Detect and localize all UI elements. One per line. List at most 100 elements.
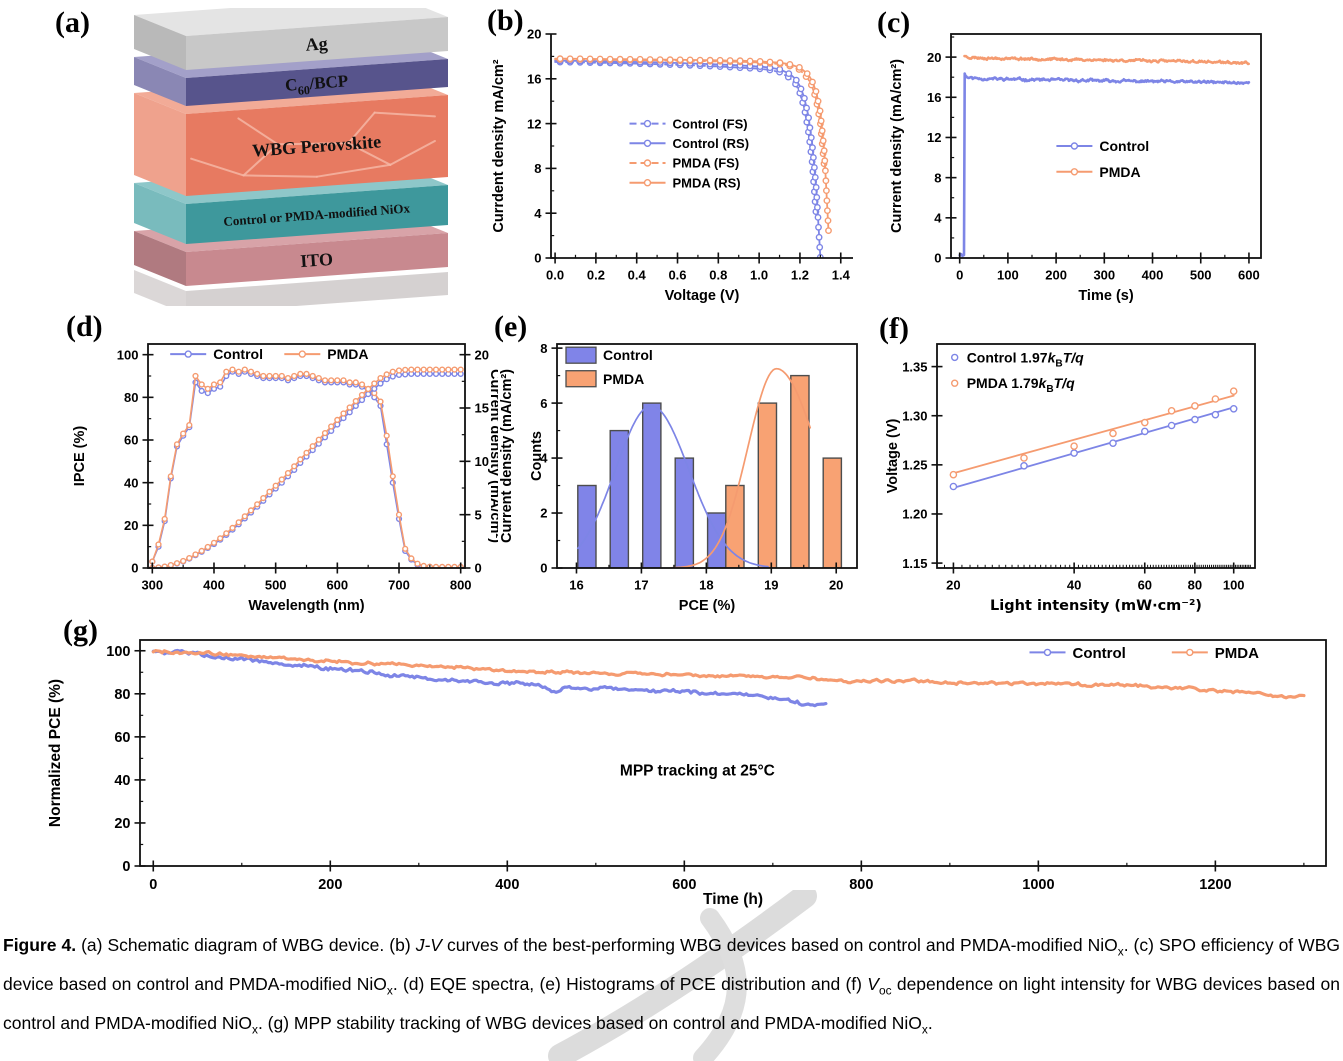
svg-text:16: 16 [527, 72, 541, 87]
svg-text:17: 17 [634, 578, 648, 593]
svg-text:1.30: 1.30 [902, 408, 927, 423]
svg-text:700: 700 [388, 578, 410, 593]
svg-text:100: 100 [106, 644, 130, 660]
svg-text:800: 800 [849, 877, 873, 893]
svg-text:15: 15 [475, 401, 489, 416]
svg-text:60: 60 [1138, 578, 1152, 593]
svg-text:Current density (mA/cm²): Current density (mA/cm²) [889, 59, 905, 233]
svg-text:0: 0 [122, 859, 130, 875]
svg-text:400: 400 [1142, 268, 1164, 283]
caption-segment: dependence on light intensity for WBG de… [3, 973, 1340, 1034]
caption-segment: . [927, 1013, 933, 1034]
caption-segment: (a) Schematic diagram of WBG device. (b) [76, 934, 416, 955]
svg-text:1.20: 1.20 [902, 507, 927, 522]
caption-segment: . (c) SPO efficiency of WBG device based… [3, 934, 1340, 994]
svg-text:18: 18 [699, 578, 713, 593]
hist-svg: 16 17 18 19 20 0 2 4 6 8 PCE (%) Current density (m… [499, 341, 858, 614]
svg-text:0: 0 [956, 268, 963, 283]
svg-text:60: 60 [114, 730, 130, 746]
svg-text:PMDA 1.79kBT/q: PMDA 1.79kBT/q [967, 375, 1075, 395]
svg-text:PMDA: PMDA [327, 346, 368, 362]
svg-text:40: 40 [124, 475, 138, 490]
caption-segment: . (g) MPP stability tracking of WBG devi… [257, 1013, 922, 1034]
svg-text:Time (h): Time (h) [703, 891, 763, 908]
svg-text:4: 4 [540, 451, 548, 466]
svg-text:PMDA: PMDA [1215, 645, 1259, 662]
svg-text:0.6: 0.6 [668, 268, 686, 283]
svg-text:0: 0 [540, 561, 547, 576]
svg-text:1.0: 1.0 [750, 268, 768, 283]
svg-text:IPCE (%): IPCE (%) [72, 426, 88, 487]
svg-text:4: 4 [534, 206, 542, 221]
eqe-chart: 300 400 500 600 700 800 0 20 40 60 80 100 0 5 10 15 20 Wa… [68, 322, 503, 618]
svg-text:40: 40 [1067, 578, 1081, 593]
svg-text:1.2: 1.2 [791, 268, 809, 283]
svg-text:Counts: Counts [529, 431, 545, 481]
svg-text:100: 100 [1223, 578, 1245, 593]
voc-light-intensity-chart: 20 40 60 80 100 1.15 1.20 1.25 1.30 1.35 Light int… [880, 322, 1342, 618]
panel-label-a: (a) [55, 6, 90, 39]
svg-text:1.25: 1.25 [902, 458, 927, 473]
svg-text:Control: Control [603, 347, 653, 363]
svg-text:20: 20 [114, 816, 130, 832]
svg-text:6: 6 [540, 396, 547, 411]
voc-svg: 20 40 60 80 100 1.15 1.20 1.25 1.30 1.35 Light int… [885, 343, 1256, 614]
svg-text:1.15: 1.15 [902, 556, 927, 571]
svg-text:16: 16 [569, 578, 583, 593]
panel-label-e: (e) [494, 310, 528, 343]
svg-text:PMDA (FS): PMDA (FS) [673, 156, 740, 171]
svg-text:C60/BCP: C60/BCP [284, 71, 349, 98]
svg-text:Normalized PCE (%): Normalized PCE (%) [47, 679, 64, 827]
svg-text:0: 0 [475, 561, 482, 576]
svg-text:Voltage (V): Voltage (V) [885, 419, 901, 494]
svg-text:20: 20 [475, 347, 489, 362]
svg-text:1200: 1200 [1199, 877, 1231, 893]
svg-text:Light intensity (mW·cm⁻²): Light intensity (mW·cm⁻²) [990, 598, 1202, 614]
svg-text:Control: Control [213, 346, 263, 362]
svg-text:10: 10 [475, 454, 489, 469]
svg-text:Wavelength (nm): Wavelength (nm) [248, 598, 364, 614]
svg-text:60: 60 [124, 433, 138, 448]
svg-text:2: 2 [540, 506, 547, 521]
svg-text:0: 0 [534, 251, 541, 266]
svg-text:PMDA: PMDA [1099, 164, 1140, 180]
svg-text:0: 0 [934, 251, 941, 266]
caption-segment: curves of the best-performing WBG device… [441, 934, 1118, 955]
svg-text:500: 500 [1190, 268, 1212, 283]
svg-text:80: 80 [124, 390, 138, 405]
eqe-svg: 300 400 500 600 700 80002040608010005101520Wa… [72, 343, 503, 614]
caption-segment: . (d) EQE spectra, (e) Histograms of PCE… [392, 973, 868, 994]
svg-text:800: 800 [450, 578, 472, 593]
svg-text:20: 20 [946, 578, 960, 593]
caption-segment: oc [878, 983, 892, 998]
svg-text:Control (RS): Control (RS) [673, 136, 750, 151]
jv-curves-chart: 0.0 0.2 0.4 0.6 0.8 1.0 1.2 1.4 0 4 8 12 16 20 Voltage… [487, 12, 867, 308]
svg-text:8: 8 [534, 161, 541, 176]
svg-text:400: 400 [495, 877, 519, 893]
watermark-glyph [548, 884, 817, 1061]
svg-text:80: 80 [1188, 578, 1202, 593]
spo-chart: 0 100 200 300 400 500 600 0 4 8 12 16 20 Time (s) Curr… [885, 12, 1341, 308]
svg-text:Control (FS): Control (FS) [673, 116, 748, 131]
svg-text:20: 20 [124, 518, 138, 533]
svg-text:600: 600 [1238, 268, 1260, 283]
svg-text:4: 4 [934, 211, 942, 226]
svg-text:12: 12 [527, 116, 541, 131]
svg-text:Control: Control [1073, 645, 1126, 662]
pce-histogram-chart: 16 17 18 19 20 0 2 4 6 8 PCE (%) Current density (m… [499, 322, 869, 618]
svg-text:600: 600 [672, 877, 696, 893]
svg-text:0.4: 0.4 [628, 268, 647, 283]
svg-text:PMDA: PMDA [603, 371, 644, 387]
svg-text:200: 200 [1045, 268, 1067, 283]
svg-text:20: 20 [829, 578, 843, 593]
caption-segment: J-V [415, 934, 442, 955]
svg-text:16: 16 [927, 90, 941, 105]
svg-text:Currdent density mA/cm²: Currdent density mA/cm² [491, 59, 507, 232]
panel-label-d: (d) [66, 310, 103, 343]
watermark [505, 884, 845, 1061]
svg-text:300: 300 [1093, 268, 1115, 283]
svg-text:8: 8 [540, 341, 547, 356]
svg-text:Current density (mA/cm²): Current density (mA/cm²) [499, 369, 515, 543]
